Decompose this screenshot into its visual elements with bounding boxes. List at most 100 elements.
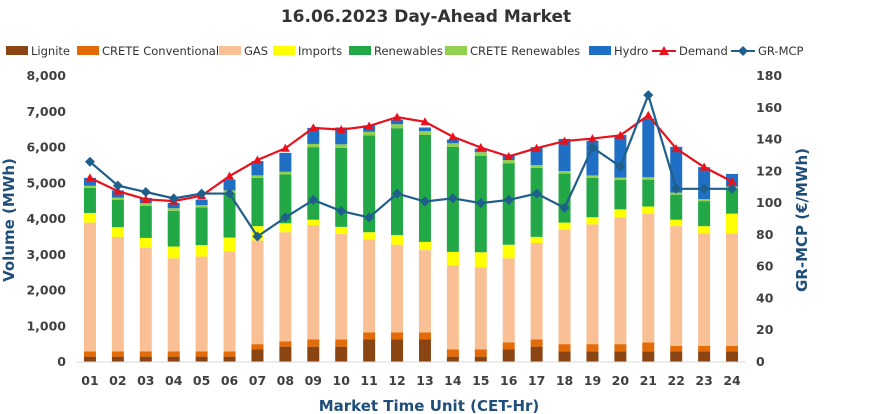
bar-crete-renewables-04	[167, 208, 180, 211]
bar-renewables-02	[111, 199, 124, 228]
bar-renewables-23	[698, 201, 711, 227]
bar-renewables-07	[251, 177, 264, 227]
gr-mcp-point-10	[336, 206, 347, 217]
bar-crete-renewables-19	[586, 175, 599, 178]
bar-imports-20	[614, 209, 627, 218]
bar-renewables-11	[363, 135, 376, 233]
x-tick-label: 11	[360, 373, 377, 388]
demand-point-23	[699, 162, 709, 171]
bar-crete-conventional-18	[558, 344, 571, 352]
x-axis-ticks: 01 02 03 04 05 06 07 08 09 10 11 12 13 14 15 16 17 18 19 20…	[81, 373, 741, 388]
legend: Lignite CRETE Conventional GAS Imports R…	[6, 44, 804, 58]
bar-lignite-16	[502, 349, 515, 362]
bar-gas-14	[446, 265, 459, 350]
demand-point-01	[85, 173, 95, 182]
x-tick-label: 20	[612, 373, 630, 388]
bar-renewables-01	[83, 187, 96, 213]
bar-lignite-04	[167, 356, 180, 362]
bar-crete-conventional-19	[586, 344, 599, 352]
bar-crete-conventional-02	[111, 351, 124, 357]
bar-lignite-05	[195, 356, 208, 362]
x-tick-label: 14	[444, 373, 462, 388]
bar-gas-09	[307, 225, 320, 340]
gr-mcp-point-04	[168, 193, 179, 204]
bar-renewables-12	[391, 128, 404, 236]
demand-point-19	[587, 134, 597, 143]
legend-label-gr-mcp: GR-MCP	[758, 44, 804, 58]
bar-gas-24	[726, 233, 739, 346]
bar-lignite-11	[363, 339, 376, 362]
bar-lignite-06	[223, 356, 236, 362]
chart-title: 16.06.2023 Day-Ahead Market	[281, 7, 571, 27]
demand-point-22	[671, 144, 681, 153]
legend-swatch-renewables	[349, 46, 371, 55]
legend-swatch-crete-conventional	[77, 46, 99, 55]
x-tick-label: 21	[640, 373, 657, 388]
gr-mcp-point-21	[643, 90, 654, 101]
bar-renewables-22	[670, 194, 683, 220]
bar-imports-17	[530, 236, 543, 243]
bar-gas-06	[223, 251, 236, 352]
bar-imports-24	[726, 213, 739, 234]
bar-gas-05	[195, 256, 208, 352]
y2-tick-label: 100	[756, 195, 782, 210]
bar-renewables-04	[167, 210, 180, 247]
bar-crete-conventional-24	[726, 345, 739, 352]
y-tick-label: 6,000	[26, 140, 66, 155]
bar-renewables-24	[726, 188, 739, 214]
y-tick-label: 7,000	[26, 104, 66, 119]
bar-hydro-13	[418, 127, 431, 132]
bar-crete-renewables-10	[335, 144, 348, 148]
bar-renewables-18	[558, 173, 571, 223]
bar-gas-04	[167, 258, 180, 352]
x-tick-label: 06	[221, 373, 239, 388]
bar-lignite-03	[139, 356, 152, 362]
legend-label-hydro: Hydro	[614, 44, 648, 58]
bar-imports-16	[502, 244, 515, 259]
bar-hydro-12	[391, 119, 404, 125]
legend-swatch-gas	[219, 46, 241, 55]
bar-gas-03	[139, 247, 152, 352]
y2-tick-label: 140	[756, 132, 782, 147]
gr-mcp-point-14	[447, 193, 458, 204]
bar-crete-renewables-12	[391, 124, 404, 129]
x-tick-label: 10	[333, 373, 351, 388]
bar-crete-renewables-02	[111, 197, 124, 200]
bar-crete-conventional-12	[391, 332, 404, 340]
bar-gas-15	[474, 267, 487, 350]
bar-crete-renewables-03	[139, 203, 152, 206]
bar-crete-renewables-07	[251, 175, 264, 178]
y-tick-label: 8,000	[26, 68, 66, 83]
demand-point-24	[727, 176, 737, 185]
bar-crete-renewables-21	[642, 177, 655, 180]
bar-lignite-01	[83, 356, 96, 362]
y-tick-label: 5,000	[26, 175, 66, 190]
bar-hydro-01	[83, 177, 96, 186]
demand-point-07	[252, 155, 262, 164]
bar-renewables-13	[418, 134, 431, 242]
legend-label-demand: Demand	[679, 44, 728, 58]
demand-series	[85, 110, 737, 205]
demand-point-16	[504, 151, 514, 160]
bar-gas-10	[335, 234, 348, 340]
demand-point-10	[336, 125, 346, 134]
bar-lignite-15	[474, 356, 487, 362]
legend-label-gas: GAS	[244, 44, 268, 58]
legend-label-imports: Imports	[298, 44, 342, 58]
gr-mcp-point-17	[531, 188, 542, 199]
bar-hydro-07	[251, 161, 264, 176]
bar-lignite-20	[614, 351, 627, 362]
y-tick-label: 4,000	[26, 211, 66, 226]
y-tick-label: 3,000	[26, 247, 66, 262]
bar-lignite-02	[111, 356, 124, 362]
bar-imports-23	[698, 226, 711, 234]
bar-hydro-14	[446, 139, 459, 144]
bar-renewables-19	[586, 177, 599, 218]
y2-axis-ticks: 0 20 40 60 80 100 120 140 160 180	[756, 68, 782, 369]
bar-crete-conventional-14	[446, 349, 459, 357]
gr-mcp-point-11	[364, 212, 375, 223]
bar-crete-conventional-10	[335, 339, 348, 347]
x-tick-label: 08	[277, 373, 294, 388]
bar-gas-07	[251, 240, 264, 345]
